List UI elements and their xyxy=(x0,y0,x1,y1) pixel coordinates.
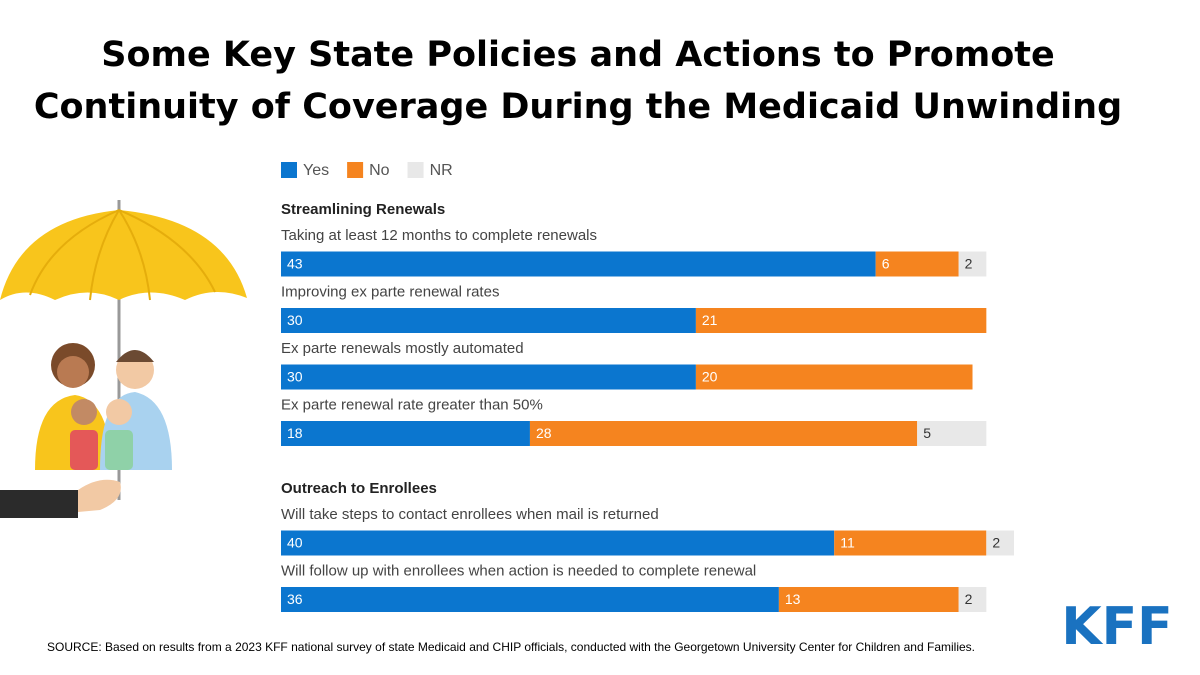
bar-segment xyxy=(958,587,987,612)
title-line: Some Key State Policies and Actions to P… xyxy=(101,35,1055,75)
bar-segment xyxy=(281,530,835,556)
source-note: SOURCE: Based on results from a 2023 KFF… xyxy=(47,640,975,654)
bar-segment xyxy=(778,587,959,612)
bar-segment xyxy=(695,308,987,333)
value-label: 28 xyxy=(536,425,552,441)
logo: KFF xyxy=(1061,597,1172,657)
title-line: Continuity of Coverage During the Medica… xyxy=(34,87,1122,127)
bar-segment xyxy=(281,308,696,333)
bar-segment xyxy=(281,251,876,277)
row-label: Ex parte renewals mostly automated xyxy=(281,340,524,357)
group-title: Outreach to Enrollees xyxy=(281,480,437,497)
row-label: Ex parte renewal rate greater than 50% xyxy=(281,396,543,413)
value-label: 43 xyxy=(287,256,303,272)
value-label: 11 xyxy=(840,535,855,551)
row-label: Will follow up with enrollees when actio… xyxy=(281,562,756,579)
bar-segment xyxy=(834,530,987,556)
bar-segment xyxy=(958,251,987,277)
group-title: Streamlining Renewals xyxy=(281,201,445,218)
value-label: 2 xyxy=(992,535,1000,551)
legend-swatch xyxy=(407,162,424,178)
bar-segment xyxy=(529,421,918,446)
value-label: 20 xyxy=(702,369,718,385)
row-label: Will take steps to contact enrollees whe… xyxy=(281,506,659,523)
bar-segment xyxy=(281,421,530,446)
value-label: 18 xyxy=(287,425,303,441)
value-label: 2 xyxy=(965,591,973,607)
value-label: 36 xyxy=(287,591,303,607)
legend-label: No xyxy=(369,162,390,179)
value-label: 21 xyxy=(702,312,718,328)
value-label: 5 xyxy=(923,425,931,441)
bar-segment xyxy=(875,251,959,277)
legend-swatch xyxy=(347,162,364,178)
legend-label: NR xyxy=(430,162,453,179)
value-label: 30 xyxy=(287,369,303,385)
bar-segment xyxy=(917,421,987,446)
bar-segment xyxy=(281,587,779,612)
bar-segment xyxy=(695,364,973,390)
value-label: 2 xyxy=(965,256,973,272)
value-label: 6 xyxy=(882,256,890,272)
value-label: 30 xyxy=(287,312,303,328)
bar-segment xyxy=(281,364,696,390)
legend-swatch xyxy=(281,162,297,178)
value-label: 13 xyxy=(785,591,801,607)
row-label: Improving ex parte renewal rates xyxy=(281,283,499,300)
row-label: Taking at least 12 months to complete re… xyxy=(281,227,597,244)
value-label: 40 xyxy=(287,535,303,551)
bar-segment xyxy=(986,530,1014,556)
legend-label: Yes xyxy=(303,162,329,179)
illustration xyxy=(0,200,247,518)
